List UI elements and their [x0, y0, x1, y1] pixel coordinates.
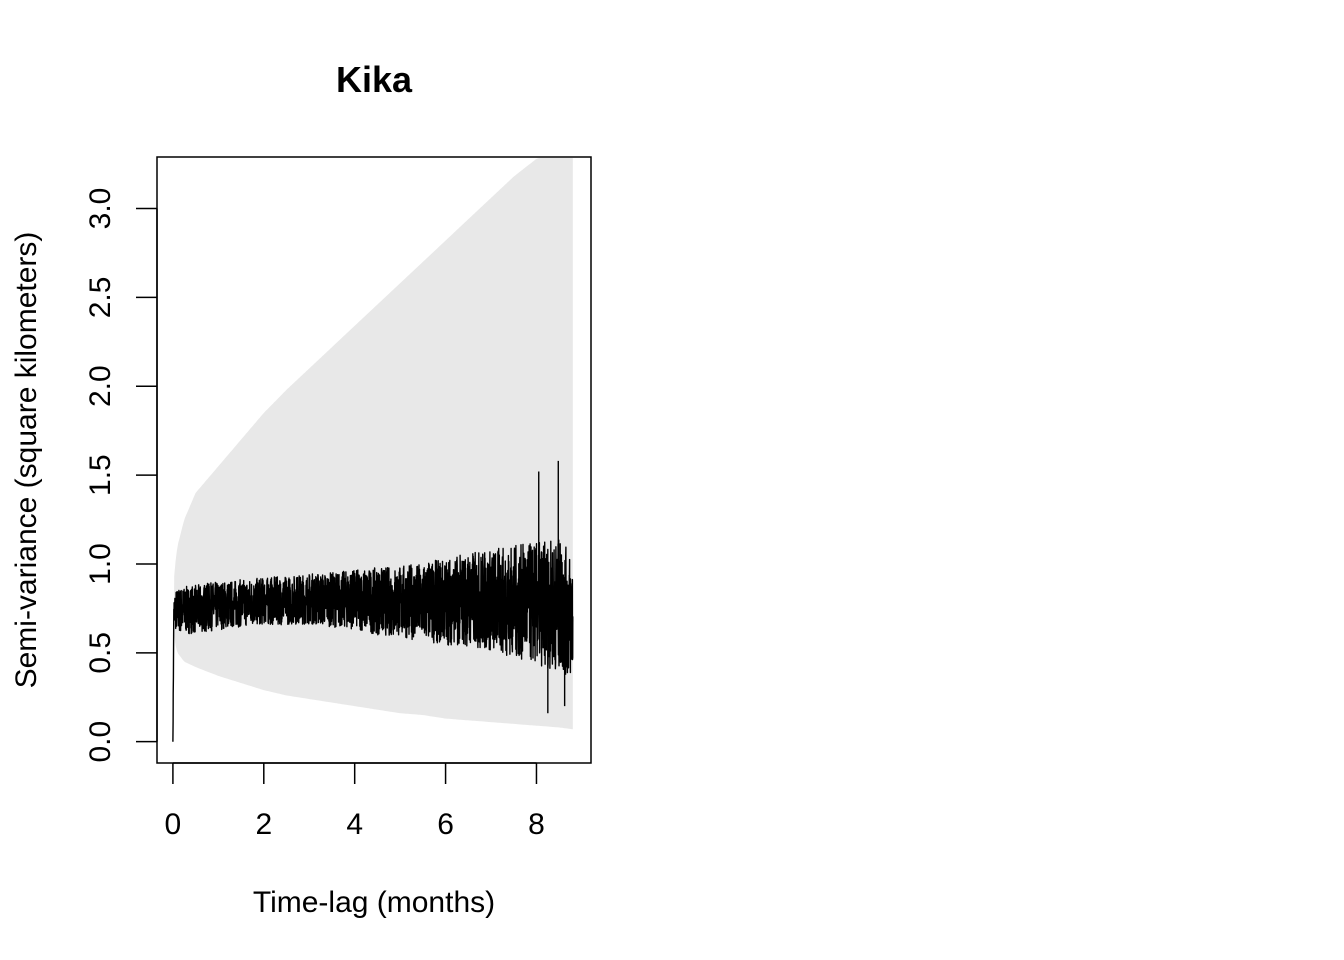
semivariance-series — [172, 460, 574, 742]
x-tick-label: 0 — [165, 808, 182, 841]
x-tick-label: 4 — [346, 808, 363, 841]
y-tick-label: 0.0 — [84, 721, 117, 763]
y-tick-label: 1.5 — [84, 454, 117, 496]
y-tick-label: 2.5 — [84, 277, 117, 319]
x-axis-label: Time-lag (months) — [253, 886, 495, 919]
chart-title: Kika — [336, 59, 413, 100]
x-axis: 0 2 4 6 8 — [165, 762, 545, 841]
x-tick-label: 2 — [255, 808, 272, 841]
y-tick-label: 2.0 — [84, 365, 117, 407]
x-tick-label: 6 — [437, 808, 454, 841]
y-axis: 0.0 0.5 1.0 1.5 2.0 2.5 3.0 — [84, 188, 158, 763]
x-tick-label: 8 — [528, 808, 545, 841]
y-tick-label: 1.0 — [84, 543, 117, 585]
confidence-band — [172, 158, 573, 742]
y-tick-label: 0.5 — [84, 632, 117, 674]
confidence-band-area — [172, 158, 573, 742]
y-tick-label: 3.0 — [84, 188, 117, 230]
y-axis-label: Semi-variance (square kilometers) — [10, 232, 43, 689]
semivariance-line — [172, 539, 574, 742]
